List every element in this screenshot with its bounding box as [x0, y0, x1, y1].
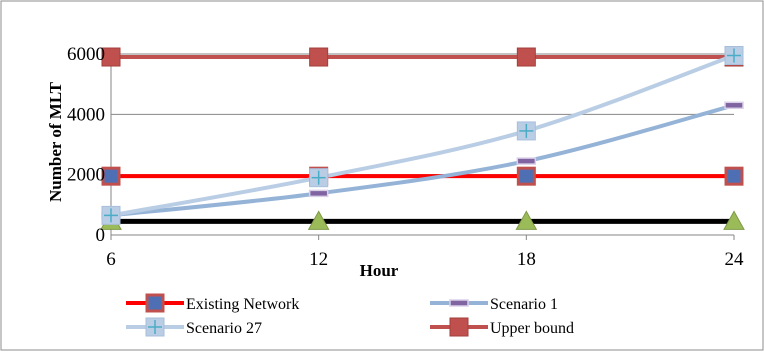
point-scenario-1-12	[308, 189, 329, 198]
point-baseline-24	[723, 210, 745, 230]
legend-item-upper-bound: Upper bound	[430, 317, 574, 337]
legend-marker-existing-network	[145, 293, 165, 313]
y-axis-title: Number of MLT	[46, 81, 65, 202]
point-scenario-27-6	[101, 205, 121, 225]
legend-item-scenario-1: Scenario 1	[430, 296, 558, 313]
point-scenario-27-24	[724, 46, 744, 66]
x-tick-label-12: 12	[309, 249, 328, 270]
point-scenario-27-12	[309, 168, 329, 188]
point-scenario-1-18	[516, 157, 537, 165]
x-axis-title: Hour	[360, 261, 399, 280]
point-scenario-27-18	[516, 121, 536, 141]
legend: Existing Network Scenario 1 Scenario 27 Upp…	[126, 293, 574, 337]
y-tick-label-2000: 2000	[67, 165, 105, 186]
legend-label-upper-bound: Upper bound	[490, 320, 574, 337]
series-line-scenario-1	[109, 103, 736, 218]
legend-label-existing-network: Existing Network	[186, 296, 299, 313]
point-existing-network-18	[516, 166, 536, 186]
y-tick-label-6000: 6000	[67, 44, 105, 65]
point-upper-bound-6	[101, 47, 121, 67]
legend-marker-scenario-1	[449, 299, 469, 307]
point-upper-bound-12	[309, 47, 329, 67]
y-tick-label-4000: 4000	[67, 104, 105, 125]
tick-labels: 0 2000 4000 6000 6 12 18 24	[67, 44, 744, 270]
x-tick-label-24: 24	[725, 249, 745, 270]
point-upper-bound-18	[516, 47, 536, 67]
legend-item-existing-network: Existing Network	[126, 293, 299, 313]
legend-marker-upper-bound	[449, 317, 469, 337]
x-tick-label-6: 6	[106, 249, 116, 270]
legend-label-scenario-1: Scenario 1	[490, 296, 558, 313]
point-existing-network-24	[724, 166, 744, 186]
point-baseline-18	[515, 210, 538, 230]
series-markers	[100, 46, 745, 230]
series-lines	[108, 53, 737, 224]
legend-marker-scenario-27	[145, 317, 165, 337]
axes	[110, 54, 735, 240]
point-existing-network-6	[101, 166, 121, 186]
legend-item-scenario-27: Scenario 27	[126, 317, 262, 337]
x-tick-label-18: 18	[517, 249, 536, 270]
y-tick-label-0: 0	[96, 225, 106, 246]
legend-label-scenario-27: Scenario 27	[186, 320, 262, 337]
point-scenario-1-24	[724, 101, 744, 110]
series-line-scenario-27	[109, 53, 736, 218]
point-baseline-12	[307, 210, 330, 230]
